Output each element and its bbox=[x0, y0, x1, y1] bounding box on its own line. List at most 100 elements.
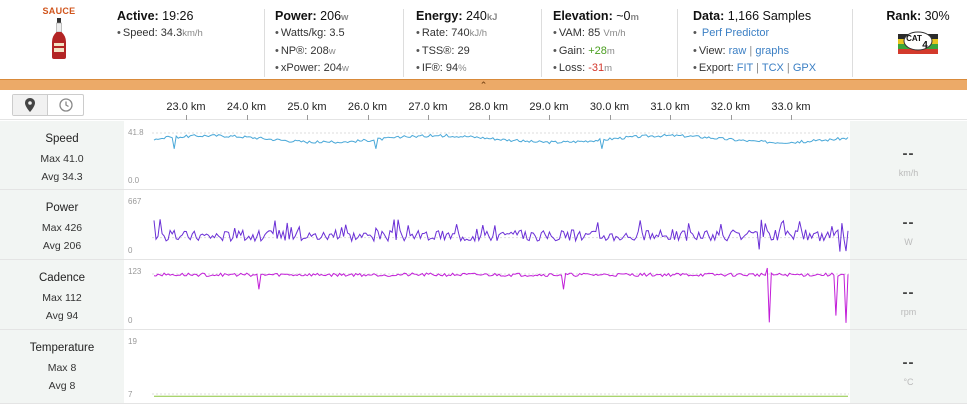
chart-row-power: Power Max 426 Avg 206 667 0 -- W bbox=[0, 190, 967, 260]
view-graphs-link[interactable]: graphs bbox=[755, 44, 789, 57]
chart-max: Max 41.0 bbox=[40, 153, 84, 165]
chart-label-panel: Cadence Max 112 Avg 94 bbox=[0, 260, 124, 329]
collapse-header-toggle[interactable]: ⌃ bbox=[0, 79, 967, 90]
chart-svg bbox=[152, 393, 849, 397]
chart-max: Max 8 bbox=[47, 362, 77, 374]
y-min-label: 0.0 bbox=[128, 176, 140, 185]
x-tick-mark bbox=[609, 115, 611, 120]
x-tick-label: 30.0 km bbox=[589, 101, 630, 113]
x-tick-label: 23.0 km bbox=[166, 101, 206, 113]
current-value-panel: -- °C bbox=[850, 330, 967, 403]
x-tick-mark bbox=[246, 115, 248, 120]
chart-label-panel: Temperature Max 8 Avg 8 bbox=[0, 330, 124, 403]
watts-kg-stat: • Watts/kg: 3.5 bbox=[275, 27, 345, 39]
x-tick-mark bbox=[791, 115, 792, 120]
chart-max: Max 426 bbox=[41, 222, 83, 234]
svg-text:CAT: CAT bbox=[906, 34, 922, 43]
rank-section: Rank: 30% CAT 4 bbox=[878, 9, 958, 63]
y-max-label: 123 bbox=[128, 267, 142, 276]
chart-row-speed: Speed Max 41.0 Avg 34.3 41.8 0.0 -- km/h bbox=[0, 121, 967, 190]
loss-stat: • Loss: -31m bbox=[553, 62, 613, 74]
x-tick-mark bbox=[186, 115, 187, 120]
x-tick-label: 26.0 km bbox=[347, 101, 388, 113]
chart-label-panel: Speed Max 41.0 Avg 34.3 bbox=[0, 121, 124, 189]
export-tcx-link[interactable]: TCX bbox=[761, 62, 784, 74]
current-unit: km/h bbox=[898, 168, 919, 178]
current-value: -- bbox=[902, 214, 915, 231]
chart-name: Speed bbox=[45, 133, 79, 145]
view-mode-tabs bbox=[12, 94, 84, 116]
x-tick-label: 32.0 km bbox=[710, 101, 751, 113]
x-tick-label: 29.0 km bbox=[529, 101, 569, 113]
speed-stat: • Speed: 34.3km/h bbox=[117, 27, 203, 39]
current-unit: °C bbox=[903, 377, 914, 387]
if-stat: • IF®: 94% bbox=[416, 62, 467, 74]
chart-plot-cadence[interactable]: 123 0 bbox=[124, 260, 850, 329]
chart-row-cadence: Cadence Max 112 Avg 94 123 0 -- rpm bbox=[0, 260, 967, 330]
x-tick-label: 31.0 km bbox=[650, 101, 690, 113]
chart-avg: Avg 206 bbox=[42, 240, 82, 252]
sauce-bottle-icon bbox=[52, 18, 66, 59]
chart-avg: Avg 94 bbox=[45, 310, 79, 322]
energy-section: Energy: 240kJ • Rate: 740kJ/h • TSS®: 29 •… bbox=[403, 9, 541, 77]
y-max-label: 19 bbox=[128, 337, 137, 346]
elevation-section: Elevation: ~0m • VAM: 85 Vm/h • Gain: +28m… bbox=[541, 9, 677, 77]
y-min-label: 0 bbox=[128, 316, 133, 325]
tab-distance[interactable] bbox=[13, 95, 49, 115]
current-value: -- bbox=[902, 284, 915, 301]
summary-header: SAUCE Active: 19:26 • Speed: 34.3km/h Pow… bbox=[0, 0, 967, 80]
current-unit: W bbox=[904, 237, 913, 247]
x-tick-label: 27.0 km bbox=[408, 101, 448, 113]
chart-name: Power bbox=[45, 202, 79, 214]
x-tick-label: 24.0 km bbox=[226, 101, 267, 113]
view-raw-link[interactable]: raw bbox=[728, 44, 747, 57]
tss-stat: • TSS®: 29 bbox=[416, 44, 470, 57]
np-stat: • NP®: 208w bbox=[275, 44, 336, 57]
chart-max: Max 112 bbox=[42, 292, 82, 304]
chart-row-temperature: Temperature Max 8 Avg 8 19 7 -- °C bbox=[0, 330, 967, 404]
series-line-power bbox=[153, 219, 849, 252]
gain-stat: • Gain: +28m bbox=[553, 44, 615, 57]
current-value: -- bbox=[902, 145, 915, 162]
x-tick-label: 33.0 km bbox=[771, 101, 811, 113]
chart-plot-power[interactable]: 667 0 bbox=[124, 190, 850, 259]
rate-stat: • Rate: 740kJ/h bbox=[416, 27, 488, 39]
x-tick-mark bbox=[670, 115, 671, 120]
chart-svg bbox=[152, 267, 849, 323]
series-line-cadence bbox=[153, 267, 849, 323]
current-value-panel: -- W bbox=[850, 190, 967, 259]
chart-label-panel: Power Max 426 Avg 206 bbox=[0, 190, 124, 259]
x-tick-mark bbox=[488, 115, 490, 120]
svg-text:4: 4 bbox=[922, 40, 928, 51]
cat-rank-badge-icon: CAT 4 bbox=[898, 31, 938, 54]
xpower-stat: • xPower: 204w bbox=[275, 62, 349, 74]
map-pin-icon bbox=[25, 98, 35, 112]
x-tick-mark bbox=[367, 115, 369, 120]
y-min-label: 7 bbox=[128, 390, 133, 399]
chart-toolbar: 23.0 km 24.0 km 25.0 km 26.0 km 27.0 km 28.0 … bbox=[0, 90, 967, 120]
y-max-label: 667 bbox=[128, 197, 142, 206]
current-value-panel: -- km/h bbox=[850, 121, 967, 189]
rank-value: 30% bbox=[924, 9, 950, 23]
chart-name: Temperature bbox=[29, 342, 95, 354]
export-fit-link[interactable]: FIT bbox=[736, 62, 754, 74]
export-gpx-link[interactable]: GPX bbox=[792, 62, 817, 74]
tab-time[interactable] bbox=[48, 95, 83, 115]
chart-avg: Avg 34.3 bbox=[41, 171, 83, 183]
logo-text: SAUCE bbox=[42, 6, 76, 16]
series-line-speed bbox=[153, 133, 849, 149]
collapse-chevron-icon: ⌃ bbox=[479, 79, 488, 90]
chart-svg bbox=[152, 219, 849, 252]
power-section: Power: 206w • Watts/kg: 3.5 • NP®: 208w • x… bbox=[264, 9, 402, 77]
chart-svg bbox=[152, 132, 849, 149]
active-time: 19:26 bbox=[162, 9, 194, 23]
perf-predictor-link[interactable]: Perf Predictor bbox=[701, 27, 770, 39]
current-value-panel: -- rpm bbox=[850, 260, 967, 329]
clock-icon bbox=[58, 98, 73, 112]
chart-plot-temperature[interactable]: 19 7 bbox=[124, 330, 850, 403]
vam-stat: • VAM: 85 Vm/h bbox=[553, 27, 626, 39]
x-tick-label: 25.0 km bbox=[287, 101, 327, 113]
chart-plot-speed[interactable]: 41.8 0.0 bbox=[124, 121, 850, 189]
x-tick-mark bbox=[428, 115, 429, 120]
x-tick-mark bbox=[307, 115, 308, 120]
